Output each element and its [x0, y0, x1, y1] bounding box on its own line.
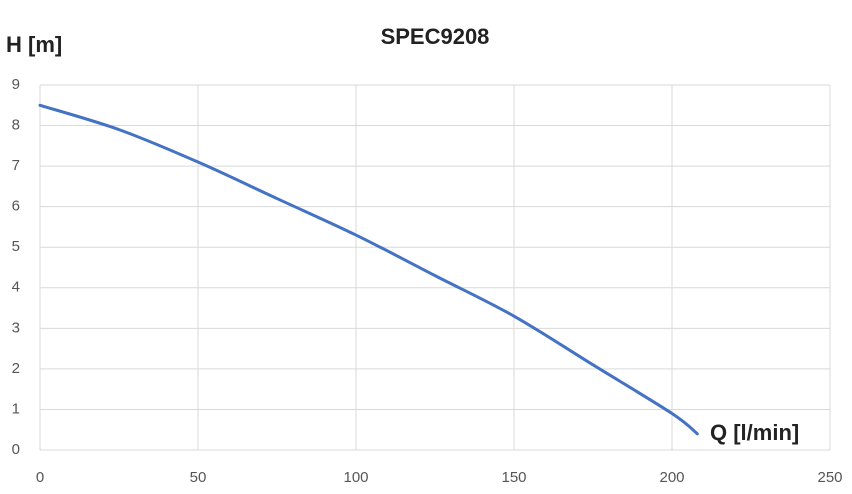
y-axis-label: H [m]: [6, 32, 62, 57]
y-tick-label: 0: [12, 441, 20, 458]
y-tick-label: 9: [12, 76, 20, 93]
x-tick-label: 200: [659, 469, 684, 486]
y-tick-label: 6: [12, 198, 20, 215]
x-tick-label: 100: [343, 469, 368, 486]
x-tick-label: 50: [190, 469, 207, 486]
x-tick-label: 0: [36, 469, 44, 486]
y-tick-label: 1: [12, 400, 20, 417]
x-axis-label: Q [l/min]: [710, 420, 799, 445]
x-tick-label: 250: [817, 469, 842, 486]
y-tick-label: 3: [12, 319, 20, 336]
y-tick-label: 8: [12, 117, 20, 134]
y-tick-label: 7: [12, 157, 20, 174]
y-tick-label: 4: [12, 279, 20, 296]
chart-title: SPEC9208: [381, 24, 490, 49]
x-tick-label: 150: [501, 469, 526, 486]
y-tick-label: 2: [12, 360, 20, 377]
line-series: [38, 103, 699, 436]
y-tick-label: 5: [12, 238, 20, 255]
